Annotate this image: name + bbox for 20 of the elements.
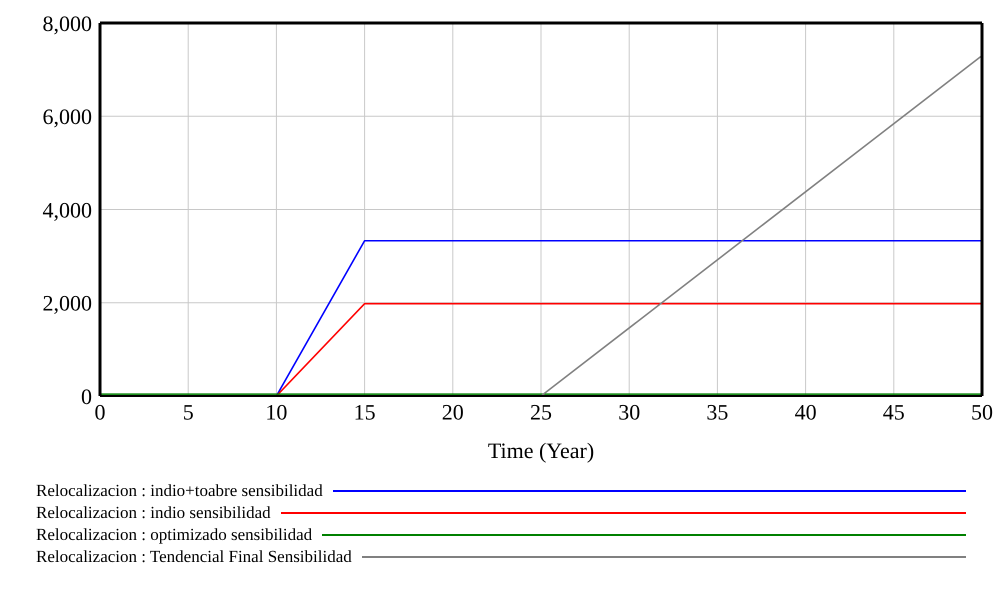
y-tick-label: 2,000: [42, 290, 92, 316]
y-tick-label: 4,000: [42, 197, 92, 222]
legend-label: Relocalizacion : indio+toabre sensibilidad: [36, 481, 323, 501]
legend-label: Relocalizacion : indio sensibilidad: [36, 503, 271, 523]
y-tick-label: 6,000: [42, 104, 92, 130]
x-tick-label: 45: [882, 400, 905, 425]
x-tick-label: 30: [618, 400, 640, 425]
y-tick-label: 0: [81, 384, 92, 409]
x-tick-label: 40: [794, 400, 817, 425]
x-tick-label: 15: [354, 400, 376, 425]
legend-label: Relocalizacion : Tendencial Final Sensibilidad: [36, 547, 352, 567]
x-tick-label: 5: [182, 400, 194, 425]
x-axis-title: Time (Year): [488, 438, 594, 463]
x-tick-label: 25: [530, 400, 552, 425]
legend-label: Relocalizacion : optimizado sensibilidad: [36, 525, 312, 545]
x-tick-label: 50: [971, 400, 993, 425]
y-tick-label: 8,000: [42, 10, 92, 36]
x-tick-label: 35: [706, 400, 728, 425]
x-tick-label: 20: [442, 400, 464, 425]
x-tick-label: 10: [265, 400, 288, 425]
